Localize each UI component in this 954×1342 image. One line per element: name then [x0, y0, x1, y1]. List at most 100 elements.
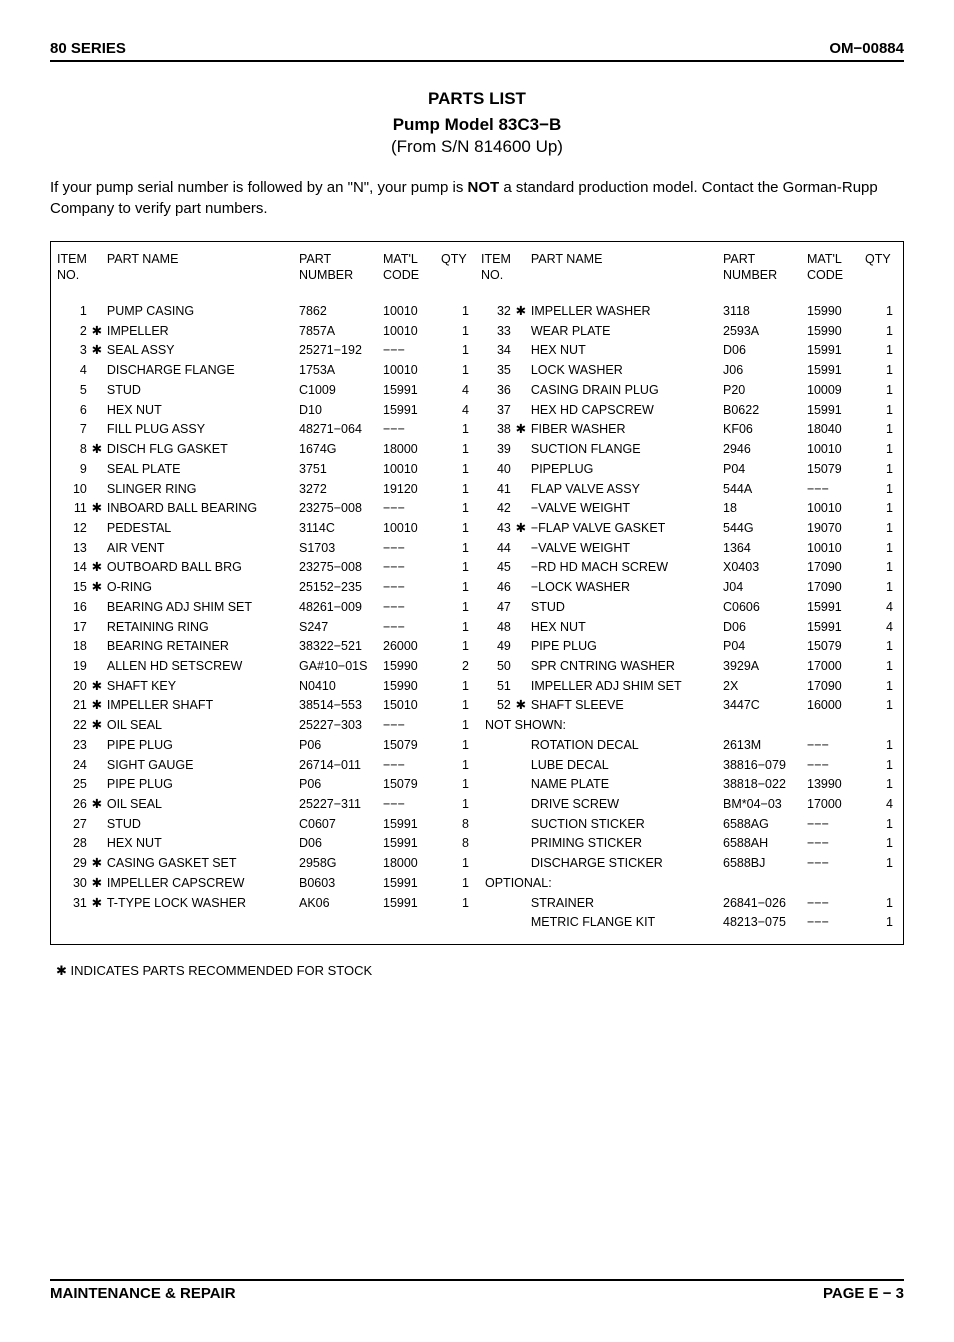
table-row: 40PIPEPLUGP04150791	[479, 459, 895, 479]
cell-qty: 1	[439, 636, 471, 656]
cell-name: HEX NUT	[529, 341, 721, 361]
cell-matl: −−−	[805, 755, 863, 775]
table-row: 34HEX NUTD06159911	[479, 341, 895, 361]
cell-star	[89, 360, 105, 380]
cell-name: IMPELLER WASHER	[529, 301, 721, 321]
intro-paragraph: If your pump serial number is followed b…	[50, 177, 904, 219]
cell-star	[513, 360, 529, 380]
table-row: 11✱INBOARD BALL BEARING23275−008−−−1	[55, 498, 471, 518]
cell-part: 1364	[721, 538, 805, 558]
cell-matl: −−−	[381, 577, 439, 597]
cell-star	[89, 459, 105, 479]
table-row: 22✱OIL SEAL25227−303−−−1	[55, 715, 471, 735]
cell-name: BEARING RETAINER	[105, 636, 297, 656]
cell-item: 13	[55, 538, 89, 558]
cell-matl: 15991	[381, 380, 439, 400]
cell-name: T-TYPE LOCK WASHER	[105, 893, 297, 913]
table-row: NAME PLATE38818−022139901	[479, 775, 895, 795]
cell-qty: 4	[863, 597, 895, 617]
table-row: 8✱DISCH FLG GASKET1674G180001	[55, 439, 471, 459]
cell-name: SPR CNTRING WASHER	[529, 656, 721, 676]
cell-qty: 1	[439, 853, 471, 873]
cell-matl: 15991	[805, 400, 863, 420]
table-row: DISCHARGE STICKER6588BJ−−−1	[479, 853, 895, 873]
cell-item: 9	[55, 459, 89, 479]
cell-name: SUCTION STICKER	[529, 814, 721, 834]
cell-part: KF06	[721, 420, 805, 440]
parts-table-left-col: ITEM NO. PART NAME PART NUMBER MAT'L COD…	[55, 252, 471, 932]
cell-part: 25227−311	[297, 794, 381, 814]
col-part: PART NUMBER	[721, 252, 805, 301]
cell-name: FILL PLUG ASSY	[105, 420, 297, 440]
cell-matl: −−−	[381, 617, 439, 637]
cell-part: S247	[297, 617, 381, 637]
cell-part: 7857A	[297, 321, 381, 341]
table-row: LUBE DECAL38816−079−−−1	[479, 755, 895, 775]
cell-part: 48271−064	[297, 420, 381, 440]
cell-name: NAME PLATE	[529, 775, 721, 795]
cell-item: 30	[55, 873, 89, 893]
cell-qty: 1	[863, 834, 895, 854]
cell-star	[89, 518, 105, 538]
cell-name: WEAR PLATE	[529, 321, 721, 341]
cell-star	[89, 735, 105, 755]
cell-item: 5	[55, 380, 89, 400]
cell-star	[513, 498, 529, 518]
cell-qty: 1	[439, 735, 471, 755]
cell-part: 38818−022	[721, 775, 805, 795]
cell-name: −FLAP VALVE GASKET	[529, 518, 721, 538]
cell-qty: 1	[439, 459, 471, 479]
cell-star	[89, 834, 105, 854]
cell-matl: 15079	[381, 735, 439, 755]
cell-star	[513, 775, 529, 795]
footer-right: PAGE E − 3	[823, 1285, 904, 1302]
cell-name: LUBE DECAL	[529, 755, 721, 775]
cell-part: 26714−011	[297, 755, 381, 775]
cell-part: 3447C	[721, 696, 805, 716]
cell-qty: 1	[863, 498, 895, 518]
cell-part: P04	[721, 459, 805, 479]
cell-name: AIR VENT	[105, 538, 297, 558]
table-row: 28HEX NUTD06159918	[55, 834, 471, 854]
cell-star	[513, 755, 529, 775]
cell-matl: 15990	[381, 656, 439, 676]
cell-matl: −−−	[381, 558, 439, 578]
parts-table-right-col: ITEM NO. PART NAME PART NUMBER MAT'L COD…	[479, 252, 895, 932]
cell-matl: 15079	[805, 636, 863, 656]
cell-name: PIPEPLUG	[529, 459, 721, 479]
intro-pre: If your pump serial number is followed b…	[50, 179, 468, 196]
cell-item: 15	[55, 577, 89, 597]
section-label: NOT SHOWN:	[479, 715, 895, 735]
table-row: 17RETAINING RINGS247−−−1	[55, 617, 471, 637]
cell-matl: 15991	[381, 834, 439, 854]
col-name: PART NAME	[529, 252, 721, 301]
cell-qty: 1	[439, 794, 471, 814]
cell-qty: 1	[863, 636, 895, 656]
cell-part: 2946	[721, 439, 805, 459]
cell-matl: 15991	[805, 617, 863, 637]
cell-name: LOCK WASHER	[529, 360, 721, 380]
parts-table-left: ITEM NO. PART NAME PART NUMBER MAT'L COD…	[55, 252, 471, 913]
cell-part: 48261−009	[297, 597, 381, 617]
cell-star: ✱	[89, 498, 105, 518]
cell-qty: 1	[863, 558, 895, 578]
cell-matl: 15991	[381, 873, 439, 893]
cell-star	[89, 775, 105, 795]
cell-name: IMPELLER SHAFT	[105, 696, 297, 716]
table-row: 46−LOCK WASHERJ04170901	[479, 577, 895, 597]
col-qty: QTY	[439, 252, 471, 301]
cell-item: 6	[55, 400, 89, 420]
cell-star	[89, 755, 105, 775]
cell-qty: 1	[863, 301, 895, 321]
cell-star	[513, 676, 529, 696]
cell-star	[513, 439, 529, 459]
table-row: 41FLAP VALVE ASSY544A−−−1	[479, 479, 895, 499]
table-row: DRIVE SCREWBM*04−03170004	[479, 794, 895, 814]
header-left: 80 SERIES	[50, 40, 126, 57]
cell-star	[513, 913, 529, 933]
cell-name: STUD	[529, 597, 721, 617]
cell-name: SEAL ASSY	[105, 341, 297, 361]
cell-qty: 8	[439, 814, 471, 834]
cell-matl: 17000	[805, 794, 863, 814]
cell-name: SUCTION FLANGE	[529, 439, 721, 459]
